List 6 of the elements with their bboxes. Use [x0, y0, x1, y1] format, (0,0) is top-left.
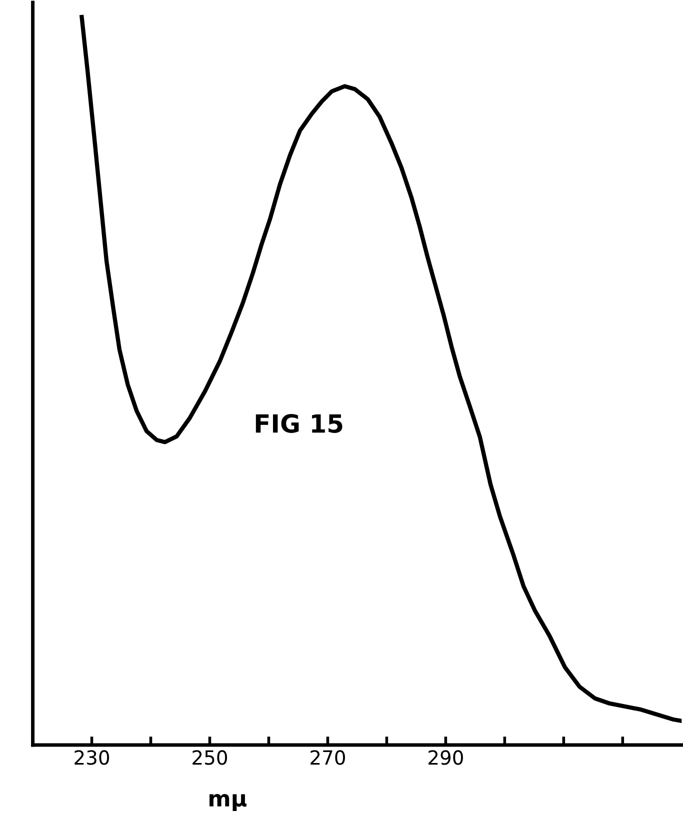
x-tick-label: 250: [192, 750, 228, 765]
x-axis-title: mμ: [210, 794, 246, 812]
x-tick-label: 290: [428, 750, 463, 765]
x-tick-label: 270: [310, 750, 345, 765]
x-tick-label: 230: [74, 750, 110, 765]
annotation: FIG 15: [256, 414, 342, 433]
